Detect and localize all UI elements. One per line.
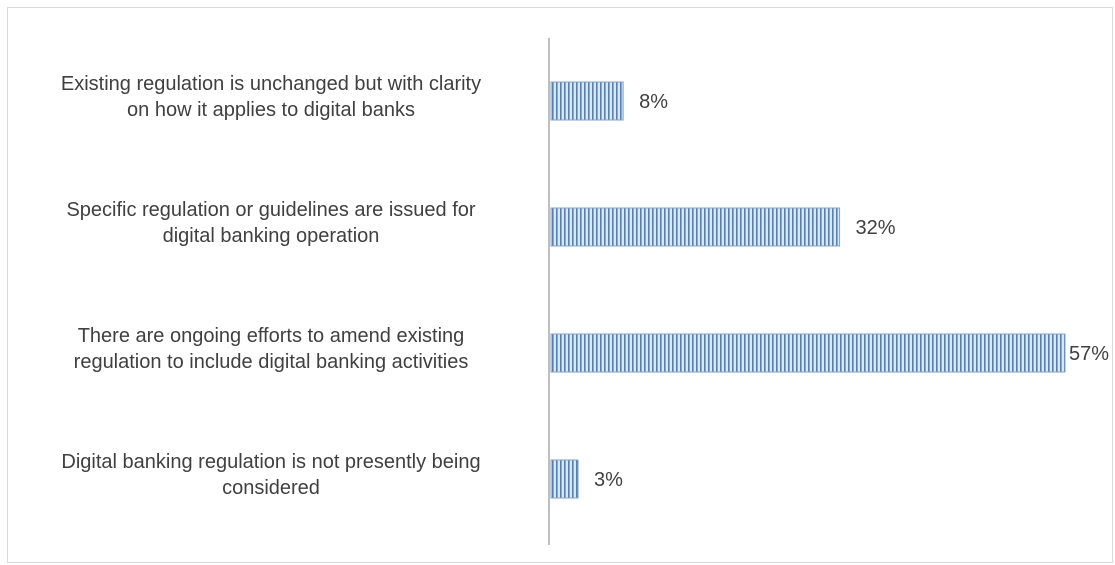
category-label-1: Existing regulation is unchanged but wit… (61, 73, 481, 121)
category-label-line: Existing regulation is unchanged but wit… (61, 73, 481, 95)
category-label-line: considered (222, 477, 320, 499)
category-label-line: regulation to include digital banking ac… (74, 351, 469, 373)
bar-3 (550, 333, 1066, 373)
category-label-4: Digital banking regulation is not presen… (61, 451, 480, 499)
value-label-1: 8% (639, 91, 668, 113)
category-label-line: Digital banking regulation is not presen… (61, 451, 480, 473)
bar-4 (550, 459, 579, 499)
category-label-line: on how it applies to digital banks (127, 99, 415, 121)
value-label-3: 57% (1069, 343, 1109, 365)
category-label-line: Specific regulation or guidelines are is… (66, 199, 475, 221)
category-label-3: There are ongoing efforts to amend exist… (74, 325, 469, 373)
bars-layer (550, 81, 1066, 499)
value-labels: 8% 32% 57% 3% (594, 91, 1109, 491)
category-labels: Existing regulation is unchanged but wit… (61, 73, 481, 499)
bar-2 (550, 207, 841, 247)
category-label-2: Specific regulation or guidelines are is… (66, 199, 475, 247)
value-label-2: 32% (856, 217, 896, 239)
category-label-line: digital banking operation (163, 225, 380, 247)
value-label-4: 3% (594, 469, 623, 491)
bar-1 (550, 81, 624, 121)
category-label-line: There are ongoing efforts to amend exist… (78, 325, 465, 347)
